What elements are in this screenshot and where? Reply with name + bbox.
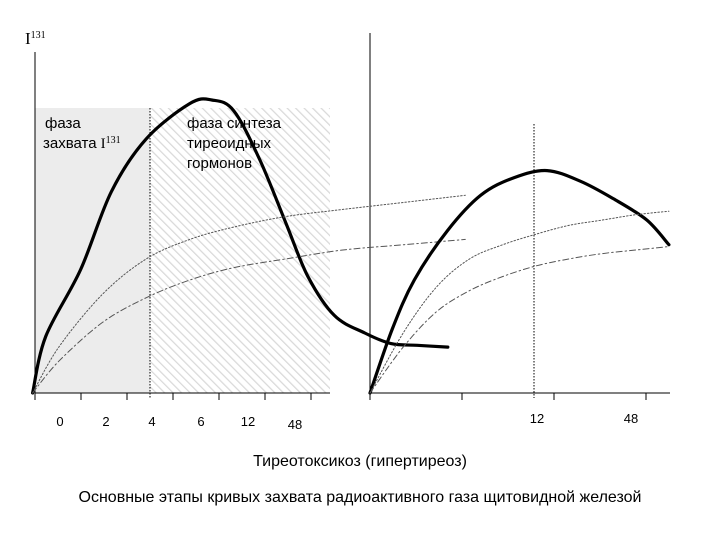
uptake-phase-label-word: захвата xyxy=(43,135,97,152)
right-series-thick-solid xyxy=(368,168,671,395)
left-series-thin-dotted xyxy=(32,194,466,394)
right-tick-label-48: 48 xyxy=(624,411,638,426)
synthesis-phase-label-line3: гормонов xyxy=(187,155,252,172)
uptake-phase-label-base: I xyxy=(101,136,106,152)
left-tick-label-48: 48 xyxy=(288,417,302,432)
synthesis-phase-label-line1: фаза синтеза xyxy=(187,115,282,132)
left-tick-label-4: 4 xyxy=(148,414,155,429)
right-x-ticks xyxy=(369,393,647,400)
y-axis-label-base: I xyxy=(25,29,31,48)
uptake-phase-label-line2: захвата I131 xyxy=(43,135,121,152)
synthesis-phase-region xyxy=(150,108,330,393)
left-tick-label-12: 12 xyxy=(241,414,255,429)
left-tick-label-6: 6 xyxy=(197,414,204,429)
left-tick-label-0: 0 xyxy=(56,414,63,429)
right-series-dash-dot xyxy=(369,246,670,394)
right-series-thin-dotted xyxy=(369,210,670,394)
left-series-dash-dot xyxy=(32,238,466,394)
y-axis-label: I131 xyxy=(25,29,46,48)
right-tick-label-12: 12 xyxy=(530,411,544,426)
figure-caption: Основные этапы кривых захвата радиоактив… xyxy=(78,489,642,506)
y-axis-label-sup: 131 xyxy=(31,30,46,41)
left-tick-label-2: 2 xyxy=(102,414,109,429)
chart-subtitle: Тиреотоксикоз (гипертиреоз) xyxy=(253,453,467,470)
left-x-ticks xyxy=(34,393,312,400)
synthesis-phase-label-line2: тиреоидных xyxy=(187,135,271,152)
uptake-phase-region xyxy=(35,108,150,393)
series-layer xyxy=(31,97,671,395)
uptake-phase-label-sup: 131 xyxy=(106,135,121,146)
left-series-thick-solid xyxy=(31,97,450,395)
uptake-phase-label-line1: фаза xyxy=(45,115,81,132)
